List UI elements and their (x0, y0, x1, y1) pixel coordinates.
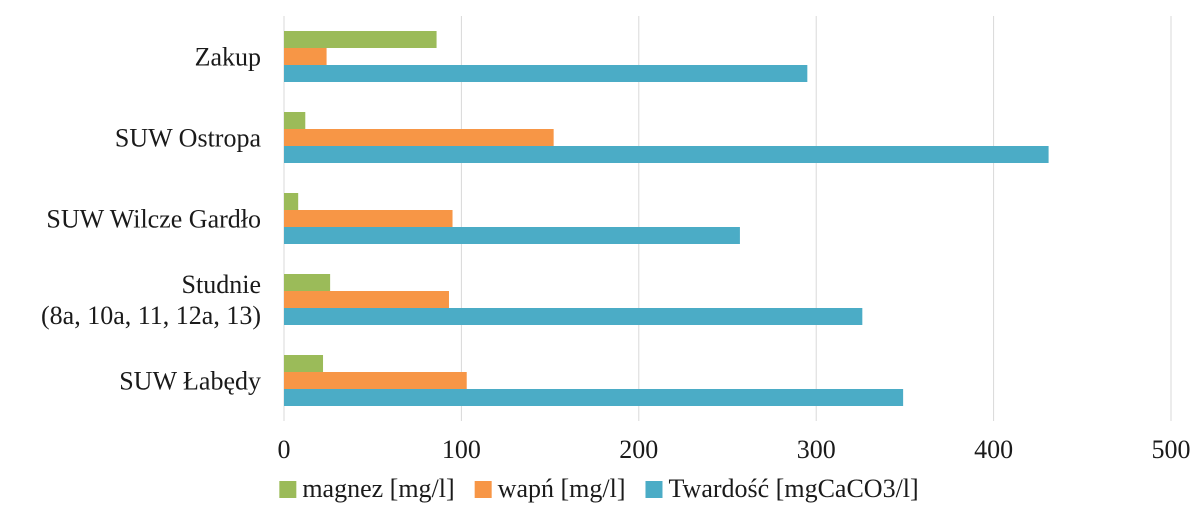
legend-swatch (474, 481, 492, 498)
category-label: SUW Łabędy (119, 367, 261, 396)
category-label: (8a, 10a, 11, 12a, 13) (41, 301, 261, 330)
bar (284, 48, 327, 65)
bar (284, 31, 437, 48)
category-label: SUW Ostropa (115, 124, 262, 153)
legend-swatch (279, 481, 297, 498)
category-label: SUW Wilcze Gardło (46, 205, 261, 234)
x-tick-label: 400 (974, 435, 1013, 464)
bar (284, 65, 808, 82)
bar (284, 210, 453, 227)
bar (284, 146, 1049, 163)
bar (284, 227, 740, 244)
bar (284, 355, 324, 372)
x-tick-label: 300 (797, 435, 836, 464)
bar (284, 372, 467, 389)
x-axis-ticks: 0 100 200 300 400 500 (278, 435, 1191, 464)
x-tick-label: 200 (619, 435, 658, 464)
category-label: Zakup (195, 43, 261, 72)
legend-swatch (645, 481, 663, 498)
gridlines (283, 16, 1172, 421)
bar (284, 389, 904, 406)
bar (284, 291, 449, 308)
x-tick-label: 500 (1152, 435, 1191, 464)
bar (284, 308, 863, 325)
legend: magnez [mg/l] wapń [mg/l] Twardość [mgCaCO… (279, 474, 919, 503)
legend-label: Twardość [mgCaCO3/l] (668, 474, 918, 503)
bar (284, 112, 306, 129)
x-tick-label: 100 (442, 435, 481, 464)
category-label: Studnie (182, 270, 261, 299)
legend-label: magnez [mg/l] (302, 474, 454, 503)
bar (284, 274, 331, 291)
legend-label: wapń [mg/l] (498, 474, 626, 503)
bar (284, 193, 299, 210)
category-labels: Zakup SUW Ostropa SUW Wilcze Gardło Studnie… (41, 43, 261, 396)
bars (284, 31, 1049, 406)
bar (284, 129, 554, 146)
x-tick-label: 0 (278, 435, 291, 464)
